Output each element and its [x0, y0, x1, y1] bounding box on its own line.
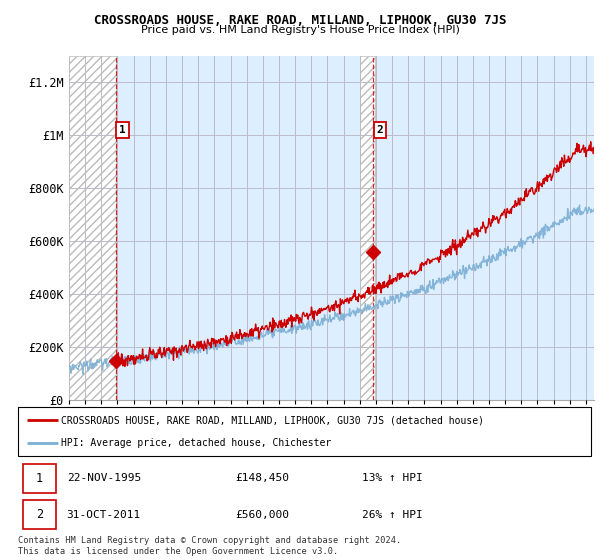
FancyBboxPatch shape: [23, 500, 56, 529]
Text: 31-OCT-2011: 31-OCT-2011: [67, 510, 141, 520]
Text: CROSSROADS HOUSE, RAKE ROAD, MILLAND, LIPHOOK, GU30 7JS: CROSSROADS HOUSE, RAKE ROAD, MILLAND, LI…: [94, 14, 506, 27]
Text: CROSSROADS HOUSE, RAKE ROAD, MILLAND, LIPHOOK, GU30 7JS (detached house): CROSSROADS HOUSE, RAKE ROAD, MILLAND, LI…: [61, 416, 484, 426]
Text: Price paid vs. HM Land Registry's House Price Index (HPI): Price paid vs. HM Land Registry's House …: [140, 25, 460, 35]
Bar: [360, 56, 374, 400]
Bar: [69, 56, 116, 400]
Text: 22-NOV-1995: 22-NOV-1995: [67, 473, 141, 483]
Text: Contains HM Land Registry data © Crown copyright and database right 2024.
This d: Contains HM Land Registry data © Crown c…: [18, 536, 401, 556]
FancyBboxPatch shape: [23, 464, 56, 493]
Text: 2: 2: [376, 125, 383, 135]
Text: 1: 1: [35, 472, 43, 485]
Text: 1: 1: [119, 125, 126, 135]
Text: 26% ↑ HPI: 26% ↑ HPI: [362, 510, 422, 520]
Bar: [69, 56, 116, 400]
Text: HPI: Average price, detached house, Chichester: HPI: Average price, detached house, Chic…: [61, 438, 331, 448]
Text: £148,450: £148,450: [236, 473, 290, 483]
Bar: [360, 56, 374, 400]
Text: £560,000: £560,000: [236, 510, 290, 520]
FancyBboxPatch shape: [18, 407, 591, 456]
Text: 13% ↑ HPI: 13% ↑ HPI: [362, 473, 422, 483]
Text: 2: 2: [35, 508, 43, 521]
